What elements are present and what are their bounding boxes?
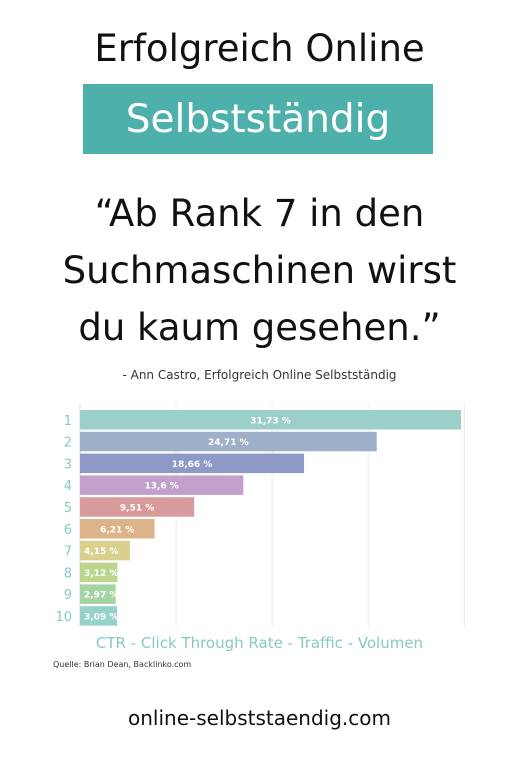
category-label: 6 xyxy=(64,523,72,538)
data-label: 3,12 % xyxy=(84,569,118,579)
bar xyxy=(80,431,377,452)
chart-source: Quelle: Brian Dean, Backlinko.com xyxy=(53,660,192,669)
page-title: Erfolgreich Online xyxy=(94,27,425,70)
category-label: 7 xyxy=(64,545,72,560)
x-axis-label: CTR - Click Through Rate - Traffic - Vol… xyxy=(95,634,424,652)
data-label: 9,51 % xyxy=(120,503,154,513)
data-label: 2,97 % xyxy=(84,591,118,601)
quote-line-3: du kaum gesehen.” xyxy=(78,306,441,349)
category-label: 8 xyxy=(64,566,72,581)
bar xyxy=(80,475,244,495)
bar xyxy=(80,540,130,561)
category-label: 9 xyxy=(64,588,72,603)
category-label: 3 xyxy=(64,457,72,472)
quote-attribution: - Ann Castro, Erfolgreich Online Selbsts… xyxy=(122,368,397,382)
category-label: 4 xyxy=(64,479,72,494)
data-label: 3,09 % xyxy=(84,612,118,622)
data-label: 31,73 % xyxy=(250,416,291,426)
category-label: 2 xyxy=(64,436,72,451)
quote-line-2: Suchmaschinen wirst xyxy=(62,249,457,292)
data-label: 24,71 % xyxy=(208,438,249,448)
category-label: 5 xyxy=(64,501,72,516)
bar xyxy=(80,497,195,517)
bar xyxy=(80,606,118,626)
data-label: 4,15 % xyxy=(84,547,118,557)
bar xyxy=(80,453,305,474)
title-banner: Selbstständig xyxy=(83,84,433,154)
ctr-bar-chart: 1 31,73 % 2 24,71 % 3 18,66 % 4 13,6 % 5 9,51 % 6 6… xyxy=(55,404,465,626)
page-subtitle: Selbstständig xyxy=(125,96,391,142)
bar xyxy=(80,410,461,430)
bar xyxy=(80,562,118,583)
category-label: 1 xyxy=(64,414,72,429)
quote-line-1: “Ab Rank 7 in den xyxy=(94,192,425,235)
data-label: 18,66 % xyxy=(172,460,213,470)
data-label: 13,6 % xyxy=(144,482,178,492)
bar xyxy=(80,519,155,539)
bar xyxy=(80,584,116,604)
quote: “Ab Rank 7 in den Suchmaschinen wirst du… xyxy=(20,185,499,356)
category-label: 10 xyxy=(55,610,72,625)
footer-url[interactable]: online-selbststaendig.com xyxy=(128,706,391,730)
data-label: 6,21 % xyxy=(100,525,134,535)
